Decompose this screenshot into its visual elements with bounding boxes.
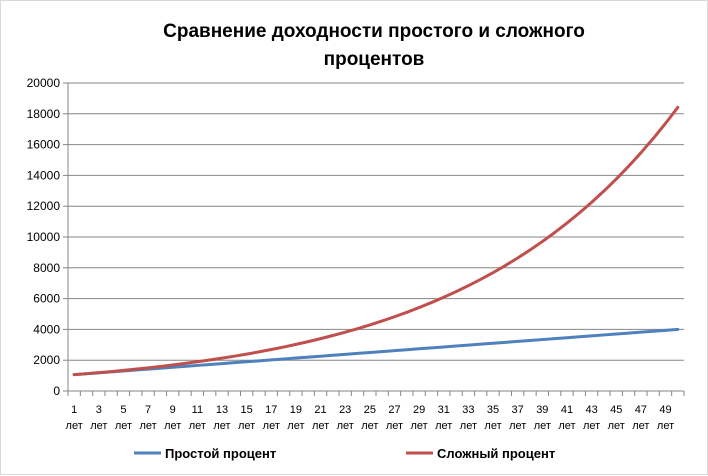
x-tick-number: 35 bbox=[487, 404, 499, 416]
x-tick-number: 17 bbox=[265, 404, 277, 416]
x-tick-unit: лет bbox=[386, 420, 403, 432]
x-tick-number: 39 bbox=[536, 404, 548, 416]
x-tick-number: 23 bbox=[339, 404, 351, 416]
y-tick-label: 6000 bbox=[33, 292, 60, 306]
x-tick-number: 3 bbox=[96, 404, 102, 416]
x-tick-unit: лет bbox=[287, 420, 304, 432]
axes bbox=[67, 83, 685, 396]
x-tick-number: 41 bbox=[561, 404, 573, 416]
x-tick-unit: лет bbox=[657, 420, 674, 432]
legend: Простой процент Сложный процент bbox=[134, 446, 555, 461]
x-tick-unit: лет bbox=[608, 420, 625, 432]
x-tick-number: 9 bbox=[170, 404, 176, 416]
x-tick-unit: лет bbox=[312, 420, 329, 432]
x-tick-number: 27 bbox=[388, 404, 400, 416]
x-tick-unit: лет bbox=[337, 420, 354, 432]
x-tick-unit: лет bbox=[583, 420, 600, 432]
x-tick-unit: лет bbox=[361, 420, 378, 432]
legend-label-compound: Сложный процент bbox=[437, 446, 555, 461]
legend-label-simple: Простой процент bbox=[165, 446, 276, 461]
y-axis-tick-labels: 0 2000 4000 6000 8000 10000 12000 14000 16000 180… bbox=[27, 76, 61, 398]
series-line-compound bbox=[72, 105, 680, 377]
gridlines bbox=[63, 82, 684, 392]
x-axis-tick-labels: 1 лет 3 лет 5 лет 7 лет 9 лет 11 лет 13 лет 15 лет 17 лет… bbox=[66, 404, 675, 432]
x-tick-number: 7 bbox=[145, 404, 151, 416]
x-tick-number: 5 bbox=[120, 404, 126, 416]
x-tick-unit: лет bbox=[484, 420, 501, 432]
x-tick-unit: лет bbox=[164, 420, 181, 432]
x-tick-number: 11 bbox=[192, 404, 203, 416]
x-tick-number: 49 bbox=[659, 404, 671, 416]
y-tick-label: 18000 bbox=[27, 107, 61, 121]
x-tick-unit: лет bbox=[238, 420, 255, 432]
y-tick-label: 8000 bbox=[33, 261, 60, 275]
y-tick-label: 16000 bbox=[27, 138, 61, 152]
x-tick-number: 25 bbox=[364, 404, 376, 416]
x-tick-number: 1 bbox=[71, 404, 77, 416]
x-tick-number: 31 bbox=[438, 404, 450, 416]
x-tick-unit: лет bbox=[558, 420, 575, 432]
y-tick-label: 12000 bbox=[27, 199, 61, 213]
y-tick-label: 14000 bbox=[27, 168, 61, 182]
x-tick-unit: лет bbox=[90, 420, 107, 432]
x-tick-number: 21 bbox=[314, 404, 326, 416]
x-tick-number: 43 bbox=[585, 404, 597, 416]
y-tick-label: 10000 bbox=[27, 230, 61, 244]
x-tick-unit: лет bbox=[66, 420, 83, 432]
y-tick-label: 20000 bbox=[27, 76, 61, 90]
x-tick-unit: лет bbox=[213, 420, 230, 432]
chart-title-line-2: процентов bbox=[324, 49, 425, 70]
x-tick-number: 29 bbox=[413, 404, 425, 416]
series-line-simple bbox=[72, 327, 680, 377]
x-tick-unit: лет bbox=[189, 420, 206, 432]
series-lines bbox=[72, 105, 680, 377]
x-tick-unit: лет bbox=[411, 420, 428, 432]
x-tick-number: 45 bbox=[610, 404, 622, 416]
x-tick-unit: лет bbox=[632, 420, 649, 432]
chart-title-line-1: Сравнение доходности простого и сложного bbox=[163, 21, 585, 42]
x-tick-unit: лет bbox=[263, 420, 280, 432]
x-tick-unit: лет bbox=[435, 420, 452, 432]
x-tick-number: 37 bbox=[512, 404, 524, 416]
x-tick-unit: лет bbox=[534, 420, 551, 432]
x-tick-unit: лет bbox=[460, 420, 477, 432]
x-tick-unit: лет bbox=[509, 420, 526, 432]
x-tick-number: 47 bbox=[635, 404, 647, 416]
y-tick-label: 0 bbox=[53, 384, 60, 398]
x-tick-number: 13 bbox=[216, 404, 228, 416]
y-tick-label: 2000 bbox=[33, 353, 60, 367]
x-tick-unit: лет bbox=[115, 420, 132, 432]
y-tick-label: 4000 bbox=[33, 322, 60, 336]
x-tick-number: 33 bbox=[462, 404, 474, 416]
x-tick-number: 19 bbox=[290, 404, 302, 416]
x-tick-number: 15 bbox=[241, 404, 253, 416]
x-tick-unit: лет bbox=[139, 420, 156, 432]
